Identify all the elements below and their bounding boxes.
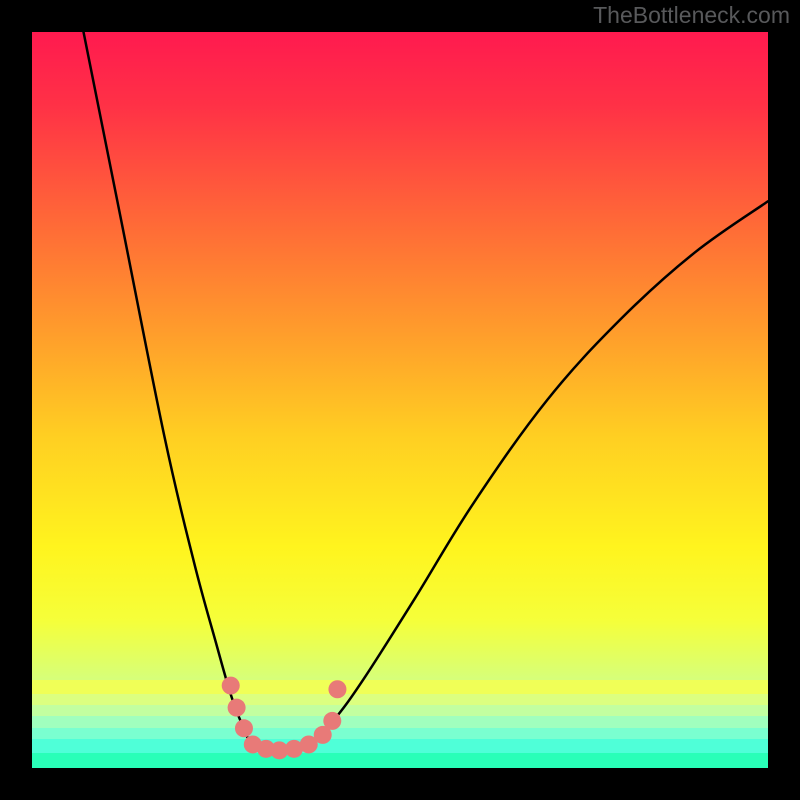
curve-marker	[328, 680, 346, 698]
curve-markers	[32, 32, 768, 768]
chart-frame: TheBottleneck.com	[0, 0, 800, 800]
curve-marker	[323, 712, 341, 730]
watermark-text: TheBottleneck.com	[593, 2, 790, 29]
curve-marker	[222, 677, 240, 695]
curve-marker	[235, 719, 253, 737]
plot-area	[32, 32, 768, 768]
curve-marker	[228, 699, 246, 717]
